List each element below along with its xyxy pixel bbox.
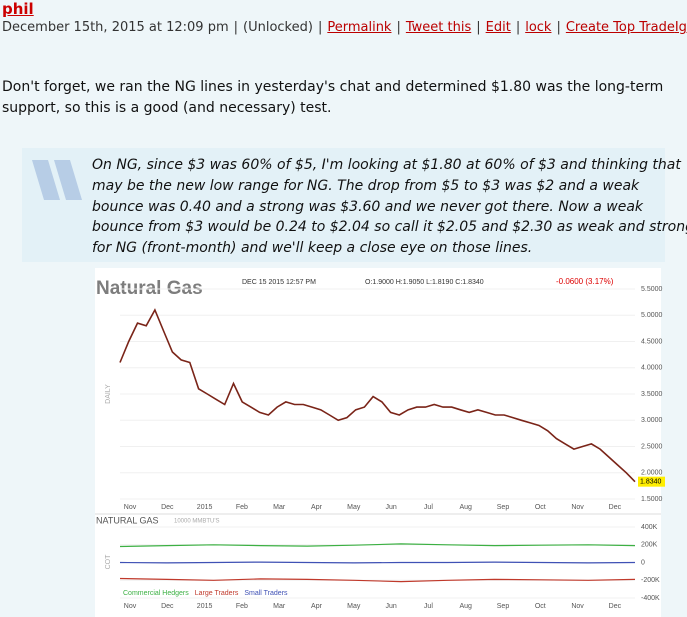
y-tick-label: 3.0000 [641, 417, 663, 424]
y-axis-label: COT [105, 554, 112, 570]
legend-entry: Large Traders [195, 590, 239, 597]
y-tick-label: 1.5000 [641, 496, 663, 503]
y-tick-label: 4.5000 [641, 338, 663, 345]
last-price-label: 1.8340 [640, 479, 662, 486]
y-tick-label: 2.5000 [641, 443, 663, 450]
x-tick-label: Feb [236, 603, 248, 610]
y-tick-label: 200K [641, 542, 658, 549]
x-tick-label: Jun [385, 603, 396, 610]
x-tick-label: Oct [535, 504, 546, 511]
blockquote: On NG, since $3 was 60% of $5, I'm looki… [22, 148, 687, 262]
panel-subtitle: 10000 MMBTU'S [174, 519, 220, 525]
y-tick-label: 4.0000 [641, 365, 663, 372]
x-tick-label: Aug [459, 603, 472, 610]
x-tick-label: Feb [236, 504, 248, 511]
cot-line [119, 543, 636, 548]
x-tick-label: Sep [497, 603, 510, 610]
x-tick-label: Apr [311, 504, 323, 511]
link[interactable]: Ignore this user [674, 20, 687, 35]
link[interactable]: Tweet this [405, 20, 472, 35]
link[interactable]: Permalink [327, 20, 392, 35]
separator: | [556, 20, 561, 35]
text-line: for NG (front-month) and we'll keep a cl… [92, 240, 533, 257]
y-axis-label: DAILY [105, 384, 112, 404]
link[interactable]: Create Top Trade [565, 20, 675, 35]
text-line: On NG, since $3 was 60% of $5, I'm looki… [92, 157, 681, 173]
status: (Unlocked) [243, 20, 313, 35]
text-line: bounce from $3 would be 0.24 to $2.04 so… [92, 219, 687, 236]
y-tick-label: 3.5000 [641, 391, 663, 398]
change: -0.0600 (3.17%) [556, 277, 614, 286]
cot-line [119, 577, 636, 583]
y-tick-label: 400K [641, 524, 658, 531]
x-tick-label: 2015 [197, 504, 213, 511]
y-tick-label: 5.0000 [641, 312, 663, 319]
x-tick-label: Dec [161, 504, 174, 511]
text-line: support, so this is a good (and necessar… [2, 100, 332, 116]
separator: | [317, 20, 323, 35]
x-tick-label: Jul [424, 603, 433, 610]
quote-icon [32, 160, 82, 200]
y-tick-label: 5.5000 [641, 286, 663, 293]
x-tick-label: Oct [535, 603, 546, 610]
separator: | [396, 20, 401, 35]
post-body: Don't forget, we ran the NG lines in yes… [2, 77, 663, 119]
separator: | [476, 20, 481, 35]
price-line [119, 308, 636, 483]
x-tick-label: Dec [609, 504, 622, 511]
x-tick-label: Nov [571, 504, 584, 511]
x-tick-label: Dec [609, 603, 622, 610]
x-tick-label: Nov [571, 603, 584, 610]
y-tick-label: -200K [641, 577, 660, 584]
last-price-box [638, 476, 665, 487]
x-tick-label: 2015 [197, 603, 213, 610]
text-line: may be the new low range for NG. The dro… [92, 177, 640, 194]
y-tick-label: 0 [641, 559, 645, 566]
x-tick-label: Jun [385, 504, 396, 511]
text-line: Don't forget, we ran the NG lines in yes… [2, 79, 664, 95]
y-tick-label: -400K [641, 595, 660, 602]
x-tick-label: May [347, 603, 361, 610]
x-tick-label: Mar [273, 504, 286, 511]
x-tick-label: Aug [459, 504, 472, 511]
link[interactable]: Edit [485, 20, 511, 35]
panel-title: NATURAL GAS [96, 515, 159, 525]
separator: | [515, 20, 521, 35]
x-tick-label: Nov [124, 504, 137, 511]
x-tick-label: May [347, 504, 361, 511]
x-tick-label: Mar [273, 603, 286, 610]
x-tick-label: Sep [497, 504, 510, 511]
x-tick-label: Apr [311, 603, 323, 610]
x-tick-label: Dec [161, 603, 174, 610]
cot-line [119, 561, 636, 564]
separator: | [233, 20, 239, 35]
x-tick-label: Nov [124, 603, 137, 610]
ohlc: O:1.9000 H:1.9050 L:1.8190 C:1.8340 [365, 279, 484, 286]
author[interactable]: phil [2, 0, 34, 18]
text-line: bounce was 0.40 and a strong was $3.60 a… [92, 198, 644, 215]
y-tick-label: 2.0000 [641, 470, 663, 477]
post-meta: December 15th, 2015 at 12:09 pm | (Unlocke… [2, 20, 687, 35]
chart-background [95, 268, 661, 617]
legend-entry: Commercial Hedgers [123, 590, 189, 597]
x-tick-label: Jul [424, 504, 433, 511]
timestamp: December 15th, 2015 at 12:09 pm [2, 20, 229, 35]
link[interactable]: lock [525, 20, 552, 35]
timestamp: DEC 15 2015 12:57 PM [242, 279, 316, 286]
quote-text: On NG, since $3 was 60% of $5, I'm looki… [92, 155, 687, 259]
legend-entry: Small Traders [244, 590, 288, 597]
